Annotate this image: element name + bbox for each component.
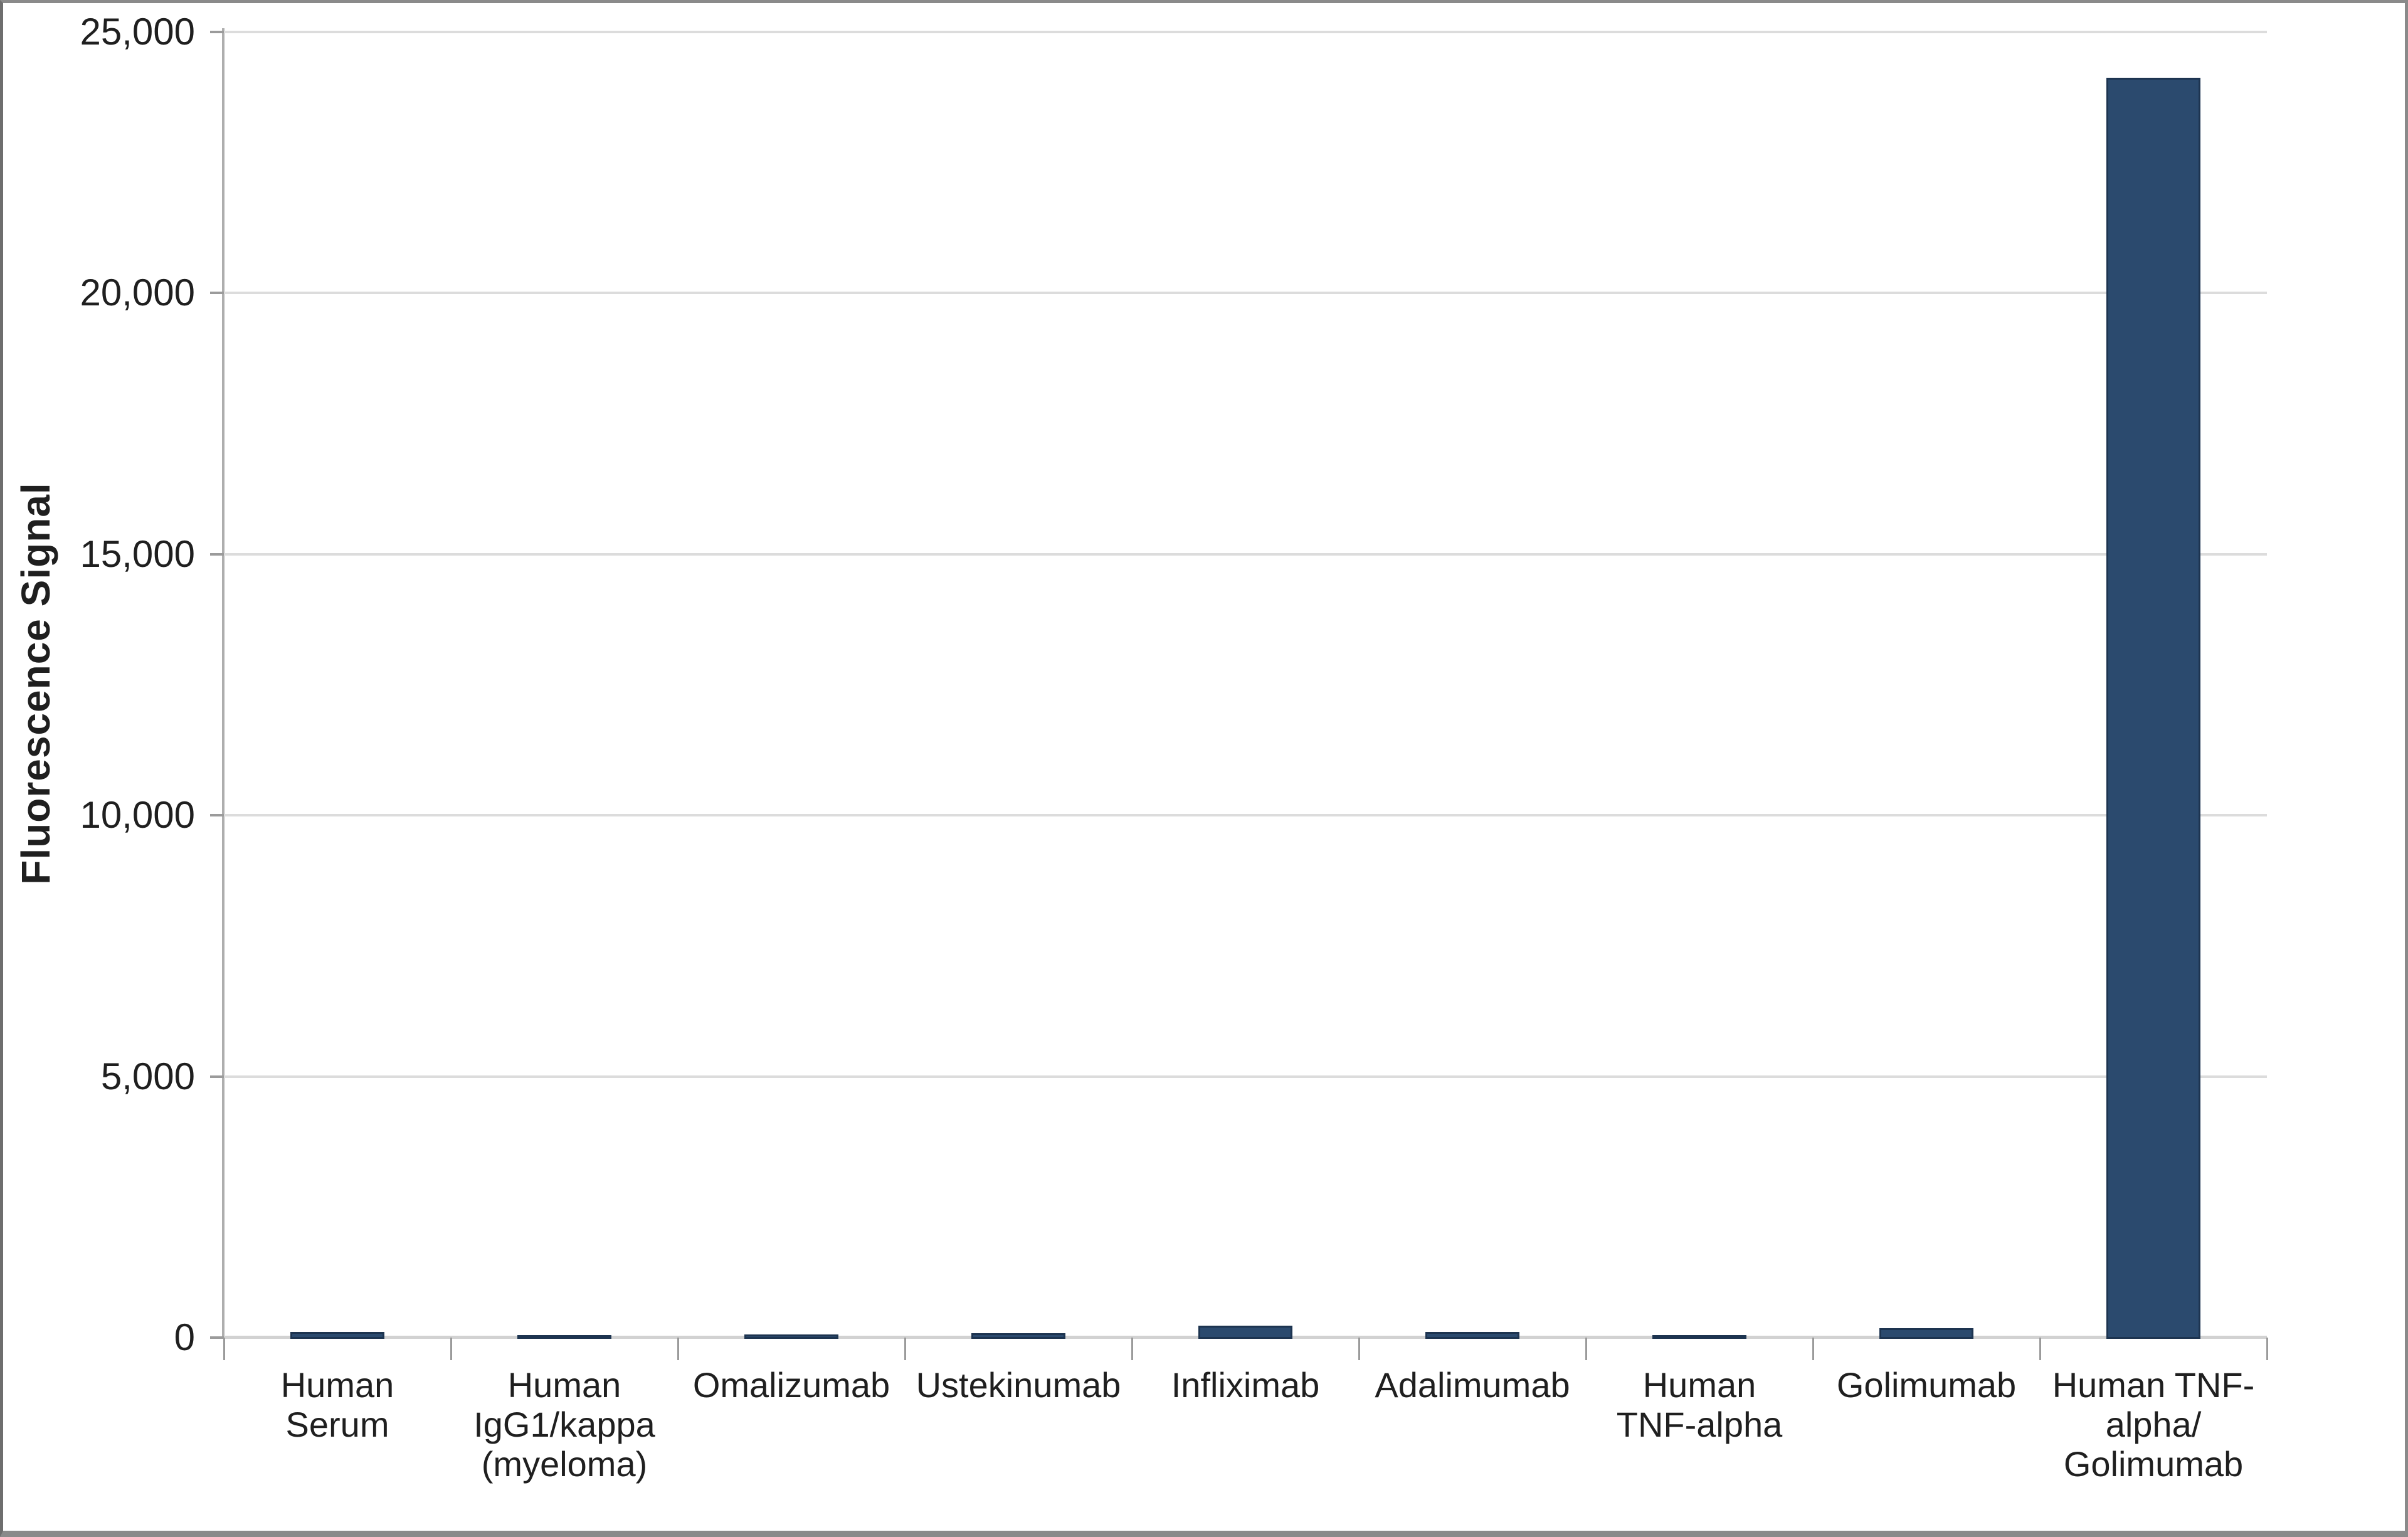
gridline-10000	[224, 814, 2267, 817]
category-label: Human IgG1/kappa (myeloma)	[473, 1365, 655, 1484]
x-tick	[2039, 1338, 2041, 1360]
bar-3	[744, 1334, 838, 1339]
gridline-20000	[224, 292, 2267, 295]
x-tick	[1585, 1338, 1587, 1360]
x-tick	[223, 1338, 225, 1360]
x-tick	[677, 1338, 679, 1360]
category-label: Golimumab	[1836, 1365, 2017, 1405]
y-tick-label: 20,000	[80, 272, 195, 314]
gridline-15000	[224, 552, 2267, 556]
category-label: Human TNF-alpha	[1616, 1365, 1783, 1444]
category-label: Adalimumab	[1375, 1365, 1570, 1405]
x-tick	[2266, 1338, 2268, 1360]
category-label: Ustekinumab	[916, 1365, 1121, 1405]
bar-1	[290, 1332, 384, 1339]
y-axis-line	[222, 28, 224, 1339]
bar-4	[971, 1333, 1065, 1339]
category-label: Infliximab	[1171, 1365, 1320, 1405]
y-tick-25000	[210, 31, 224, 33]
bar-8	[1879, 1328, 1973, 1339]
y-tick-label: 15,000	[80, 532, 195, 575]
category-label: Human TNF- alpha/ Golimumab	[2052, 1365, 2255, 1484]
bar-9	[2106, 78, 2200, 1339]
x-tick	[1131, 1338, 1133, 1360]
x-tick	[1812, 1338, 1814, 1360]
y-tick-20000	[210, 292, 224, 295]
y-tick-label: 10,000	[80, 794, 195, 837]
bar-5	[1198, 1326, 1292, 1339]
x-tick	[1358, 1338, 1360, 1360]
gridline-25000	[224, 31, 2267, 33]
gridline-5000	[224, 1075, 2267, 1078]
y-tick-label: 0	[174, 1316, 195, 1358]
x-tick	[904, 1338, 906, 1360]
y-tick-10000	[210, 814, 224, 817]
y-tick-0	[210, 1336, 224, 1339]
y-tick-label: 25,000	[80, 11, 195, 53]
bar-7	[1652, 1335, 1746, 1339]
y-tick-5000	[210, 1075, 224, 1078]
category-label: Omalizumab	[692, 1365, 890, 1405]
x-tick	[450, 1338, 452, 1360]
plot-area	[224, 31, 2267, 1339]
bar-2	[517, 1335, 611, 1339]
category-label: Human Serum	[280, 1365, 394, 1444]
y-tick-15000	[210, 552, 224, 556]
bar-6	[1425, 1332, 1519, 1339]
y-tick-label: 5,000	[100, 1055, 195, 1097]
